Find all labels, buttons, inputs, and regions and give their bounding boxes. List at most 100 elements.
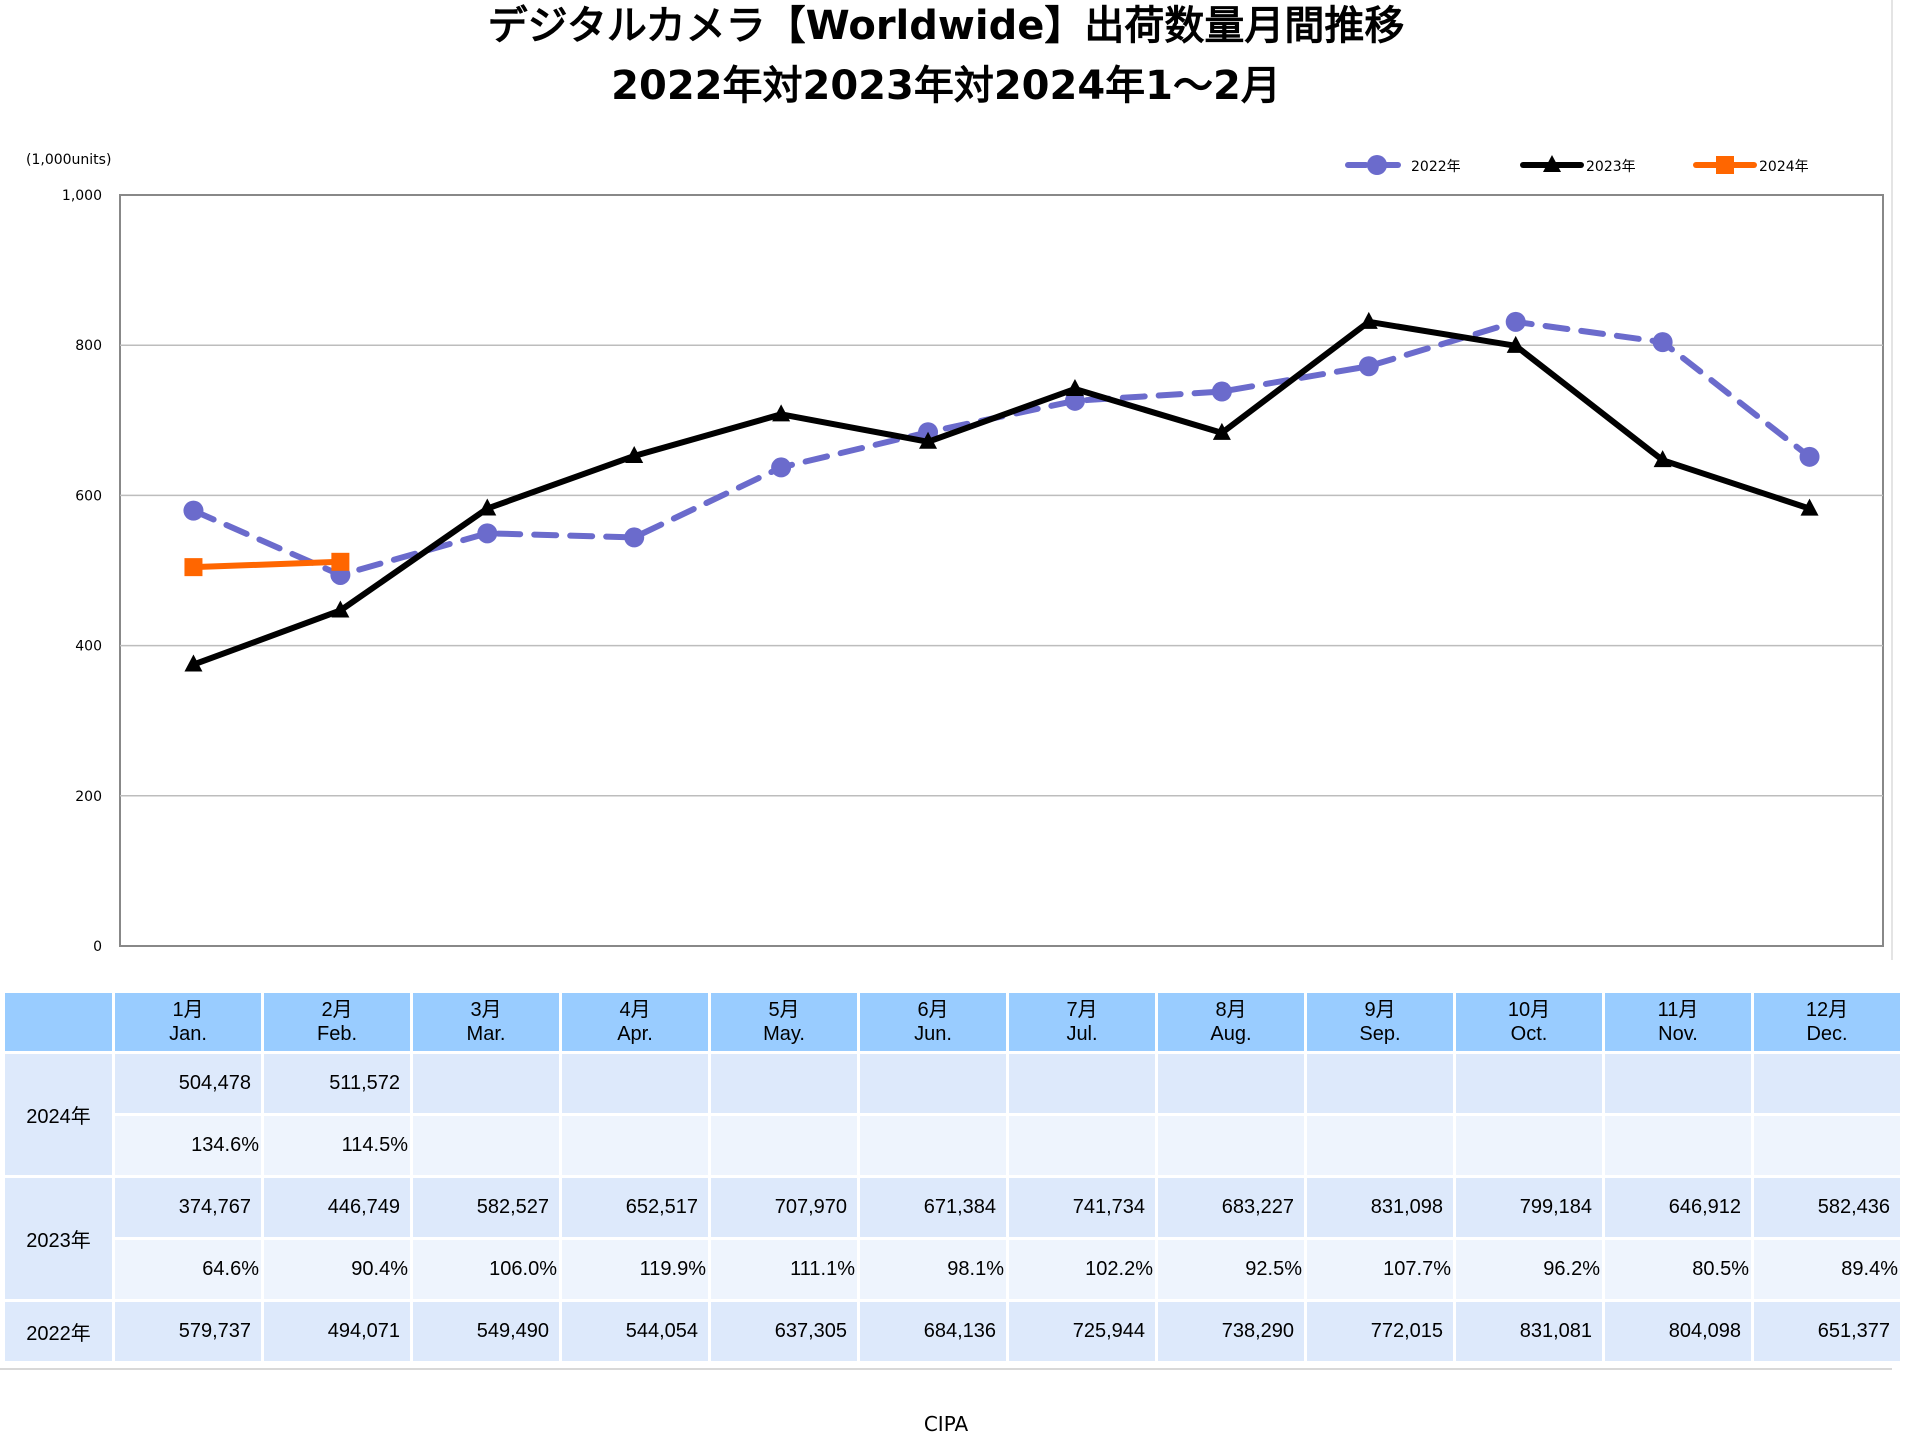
ratio-cell bbox=[413, 1116, 559, 1175]
series-line-2024年 bbox=[193, 558, 341, 571]
data-point bbox=[624, 527, 645, 548]
data-point bbox=[1800, 498, 1819, 516]
y-tick-label: 400 bbox=[75, 639, 102, 655]
units-cell bbox=[1158, 1054, 1304, 1113]
data-point bbox=[1716, 156, 1734, 174]
units-cell bbox=[1754, 1054, 1900, 1113]
y-axis-unit-label: (1,000units) bbox=[26, 152, 112, 168]
month-jp: 2月 bbox=[321, 999, 353, 1021]
legend-label: 2024年 bbox=[1759, 159, 1809, 175]
year-label: 2024年 bbox=[5, 1054, 112, 1175]
ratio-cell: 98.1% bbox=[860, 1240, 1006, 1299]
data-point bbox=[183, 500, 204, 521]
header-corner bbox=[5, 993, 112, 1051]
data-table: 1月 Jan. 2月 Feb. 3月 Mar. 4月 Apr. 5月 May. 6月 Jun. 7月 Ju… bbox=[2, 990, 1903, 1364]
units-cell: 651,377 bbox=[1754, 1302, 1900, 1361]
month-header: 2月 Feb. bbox=[264, 993, 410, 1051]
data-point bbox=[772, 404, 791, 422]
data-point bbox=[331, 552, 350, 571]
ratio-cell: 114.5% bbox=[264, 1116, 410, 1175]
units-cell: 504,478 bbox=[115, 1054, 261, 1113]
table-row: 2023年 374,767 446,749 582,527 652,517 707,970… bbox=[5, 1178, 1900, 1299]
line-chart: 0 200 400 600 800 1,000 2022年 2023年 2024年 bbox=[62, 155, 1884, 955]
ratio-cell: 90.4% bbox=[264, 1240, 410, 1299]
ratio-cell: 96.2% bbox=[1456, 1240, 1602, 1299]
ratio-cell: 102.2% bbox=[1009, 1240, 1155, 1299]
units-cell: 646,912 bbox=[1605, 1178, 1751, 1237]
units-cell: 579,737 bbox=[115, 1302, 261, 1361]
units-cell: 707,970 bbox=[711, 1178, 857, 1237]
units-cell: 652,517 bbox=[562, 1178, 708, 1237]
year-label: 2023年 bbox=[5, 1178, 112, 1299]
units-cell bbox=[1307, 1054, 1453, 1113]
ratio-cell bbox=[860, 1116, 1006, 1175]
ratio-cell bbox=[1754, 1116, 1900, 1175]
month-header: 8月 Aug. bbox=[1158, 993, 1304, 1051]
month-jp: 10月 bbox=[1507, 999, 1551, 1021]
y-tick-label: 600 bbox=[75, 488, 102, 504]
units-cell: 582,436 bbox=[1754, 1178, 1900, 1237]
table-row-ratio: 64.6% 90.4% 106.0% 119.9% 111.1% 98.1% 102.2% 9… bbox=[5, 1240, 1900, 1299]
month-jp: 7月 bbox=[1066, 999, 1098, 1021]
ratio-cell: 92.5% bbox=[1158, 1240, 1304, 1299]
units-cell: 549,490 bbox=[413, 1302, 559, 1361]
y-tick-label: 1,000 bbox=[62, 188, 102, 204]
data-point bbox=[625, 445, 644, 463]
data-point bbox=[1505, 311, 1526, 332]
legend-label: 2022年 bbox=[1411, 159, 1461, 175]
ratio-cell bbox=[1307, 1116, 1453, 1175]
chart-title: デジタルカメラ【Worldwide】出荷数量月間推移 bbox=[487, 3, 1405, 49]
year-label: 2022年 bbox=[5, 1302, 112, 1361]
units-cell: 831,081 bbox=[1456, 1302, 1602, 1361]
month-en: Jan. bbox=[169, 1023, 207, 1045]
month-jp: 4月 bbox=[619, 999, 651, 1021]
month-en: May. bbox=[763, 1023, 805, 1045]
units-cell: 494,071 bbox=[264, 1302, 410, 1361]
month-en: Nov. bbox=[1658, 1023, 1698, 1045]
ratio-cell: 106.0% bbox=[413, 1240, 559, 1299]
month-en: Apr. bbox=[617, 1023, 653, 1045]
month-jp: 11月 bbox=[1657, 999, 1699, 1021]
units-cell bbox=[562, 1054, 708, 1113]
divider bbox=[0, 1368, 1892, 1370]
units-cell: 446,749 bbox=[264, 1178, 410, 1237]
data-point bbox=[1212, 422, 1231, 440]
units-cell bbox=[1456, 1054, 1602, 1113]
ratio-cell: 64.6% bbox=[115, 1240, 261, 1299]
units-cell: 804,098 bbox=[1605, 1302, 1751, 1361]
units-cell bbox=[711, 1054, 857, 1113]
units-cell: 799,184 bbox=[1456, 1178, 1602, 1237]
table-row-ratio: 134.6% 114.5% bbox=[5, 1116, 1900, 1175]
month-en: Oct. bbox=[1510, 1023, 1548, 1045]
chart-subtitle: 2022年対2023年対2024年1～2月 bbox=[611, 63, 1281, 109]
month-header: 3月 Mar. bbox=[413, 993, 559, 1051]
ratio-cell bbox=[1009, 1116, 1155, 1175]
source-label: CIPA bbox=[923, 1412, 969, 1436]
month-header: 1月 Jan. bbox=[115, 993, 261, 1051]
month-jp: 5月 bbox=[768, 999, 800, 1021]
month-jp: 3月 bbox=[470, 999, 502, 1021]
units-cell: 725,944 bbox=[1009, 1302, 1155, 1361]
units-cell: 374,767 bbox=[115, 1178, 261, 1237]
y-tick-label: 0 bbox=[93, 939, 102, 955]
data-point bbox=[919, 431, 938, 449]
data-point bbox=[1543, 155, 1561, 172]
units-cell: 738,290 bbox=[1158, 1302, 1304, 1361]
month-jp: 12月 bbox=[1805, 999, 1849, 1021]
table-header-row: 1月 Jan. 2月 Feb. 3月 Mar. 4月 Apr. 5月 May. 6月 Jun. 7月 Ju… bbox=[5, 993, 1900, 1051]
data-point bbox=[1358, 356, 1379, 377]
ratio-cell: 119.9% bbox=[562, 1240, 708, 1299]
month-en: Dec. bbox=[1806, 1023, 1848, 1045]
ratio-cell: 111.1% bbox=[711, 1240, 857, 1299]
month-en: Sep. bbox=[1359, 1023, 1401, 1045]
ratio-cell bbox=[1605, 1116, 1751, 1175]
series-line-2023年 bbox=[192, 318, 1811, 668]
units-cell bbox=[860, 1054, 1006, 1113]
data-point bbox=[331, 600, 350, 618]
data-point bbox=[1652, 332, 1673, 353]
units-cell: 582,527 bbox=[413, 1178, 559, 1237]
data-point bbox=[1367, 155, 1387, 175]
units-cell: 671,384 bbox=[860, 1178, 1006, 1237]
month-header: 4月 Apr. bbox=[562, 993, 708, 1051]
ratio-cell: 107.7% bbox=[1307, 1240, 1453, 1299]
